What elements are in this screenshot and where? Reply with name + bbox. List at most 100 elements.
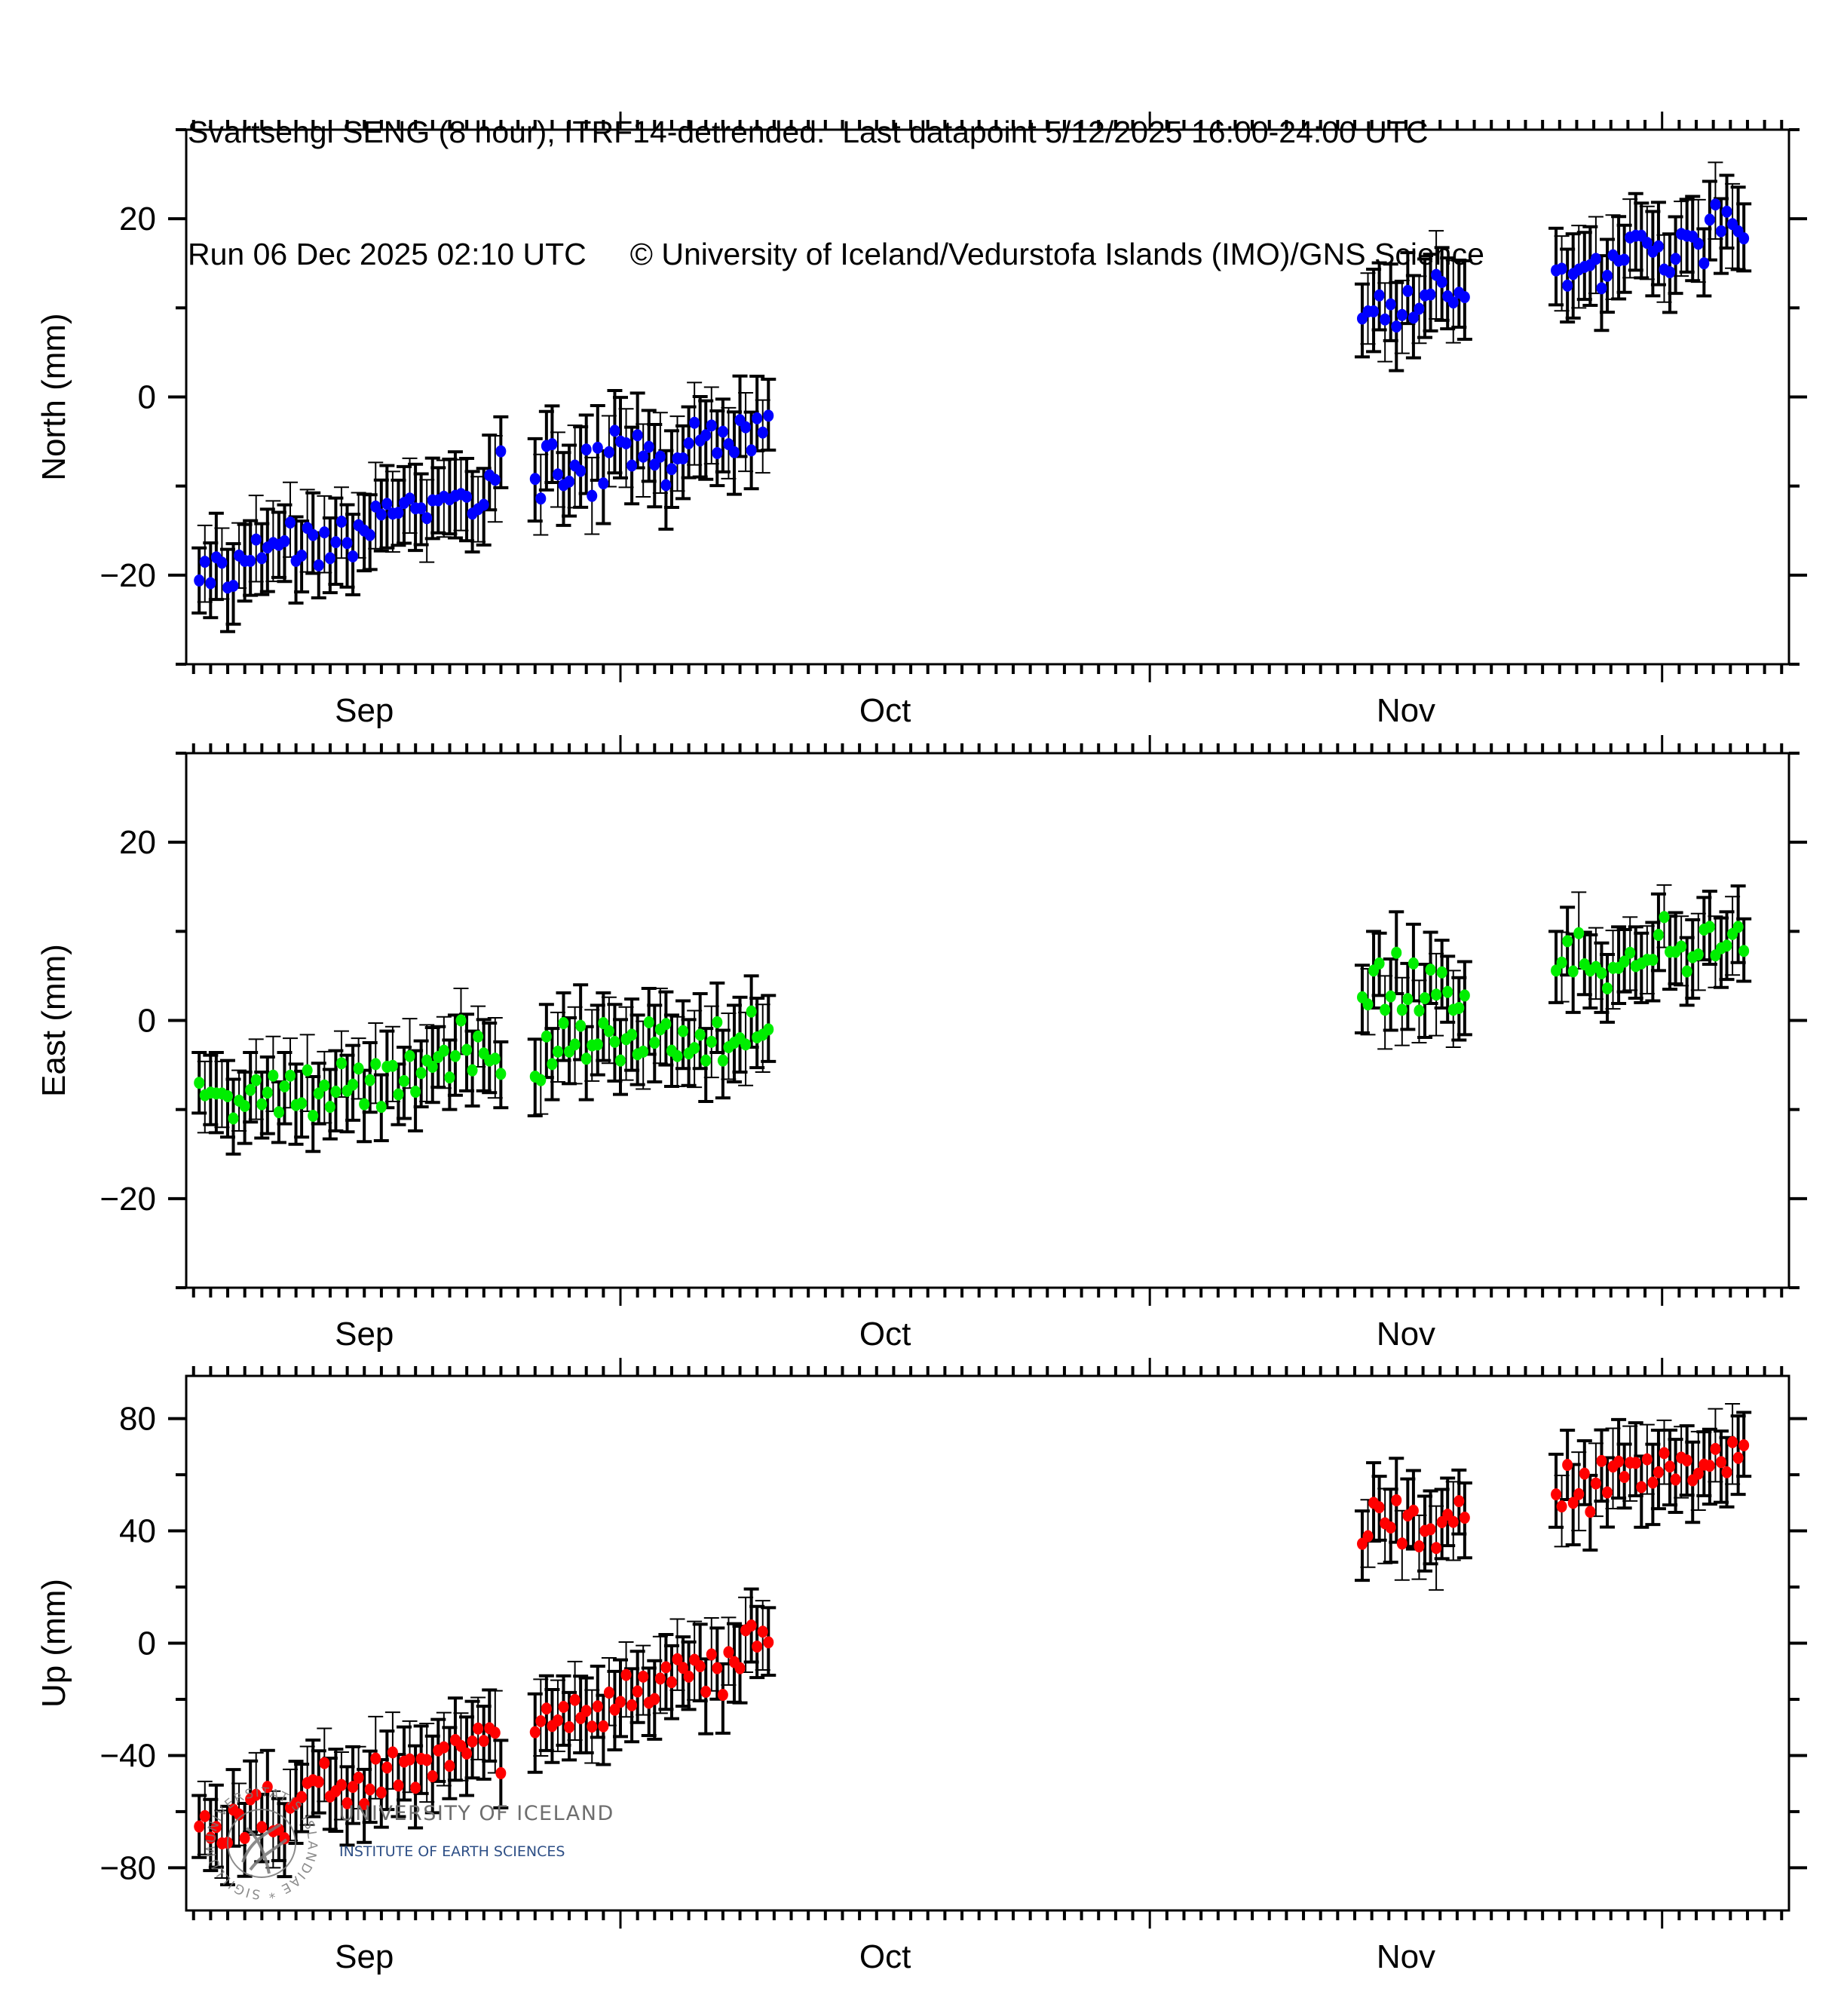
data-point [529, 473, 541, 486]
data-point [473, 1030, 484, 1043]
data-point [410, 1086, 421, 1098]
data-point [194, 574, 205, 587]
data-point [1573, 1487, 1585, 1500]
data-point [558, 1017, 569, 1030]
data-point [723, 438, 734, 451]
data-point [569, 1038, 580, 1051]
data-point [632, 429, 643, 442]
data-point [273, 1106, 284, 1119]
data-point [1374, 1501, 1385, 1514]
y-axis-label: Up (mm) [35, 1579, 72, 1708]
data-point [250, 533, 262, 546]
data-point [740, 421, 752, 434]
data-point [717, 1689, 728, 1702]
y-tick-label: −20 [100, 1181, 156, 1218]
data-point [700, 1054, 712, 1067]
data-point [302, 1064, 313, 1077]
y-tick-label: 0 [138, 1625, 156, 1662]
data-point [393, 1088, 404, 1101]
data-point [1653, 240, 1664, 253]
y-tick-label: 0 [138, 379, 156, 416]
data-point [1368, 305, 1380, 318]
data-point [580, 1705, 592, 1717]
data-point [1721, 205, 1732, 218]
month-label-oct: Oct [859, 692, 911, 729]
data-point [421, 1754, 433, 1766]
data-point [1551, 964, 1562, 977]
data-point [1653, 1466, 1664, 1478]
data-point [1408, 1504, 1419, 1517]
data-point [1459, 1512, 1470, 1524]
data-point [1704, 921, 1715, 933]
data-point [1396, 1003, 1408, 1016]
data-point [620, 1668, 632, 1681]
data-point [370, 1752, 381, 1765]
data-point [1601, 982, 1613, 994]
data-point [1551, 1488, 1562, 1501]
data-point [1385, 1521, 1396, 1534]
data-point [1362, 998, 1374, 1011]
data-point [1601, 1486, 1613, 1499]
data-point [689, 1042, 700, 1055]
data-point [694, 1028, 706, 1041]
data-point [467, 1064, 478, 1077]
data-point [1391, 320, 1402, 333]
data-point [319, 1079, 330, 1092]
data-point [1692, 948, 1704, 961]
data-point [564, 475, 575, 488]
data-point [370, 1058, 381, 1071]
data-point [569, 1693, 580, 1706]
data-point [614, 1696, 626, 1708]
data-point [342, 1797, 353, 1809]
data-point [1704, 1460, 1715, 1472]
data-point [489, 473, 501, 486]
data-point [547, 438, 558, 451]
data-point [592, 1038, 603, 1051]
data-point [262, 1086, 273, 1099]
data-point [614, 1054, 626, 1067]
data-point [564, 1720, 575, 1733]
data-point [313, 559, 324, 571]
data-point [603, 446, 614, 458]
data-point [1601, 269, 1613, 282]
data-point [285, 1069, 296, 1082]
y-tick-label: 40 [119, 1513, 156, 1550]
data-point [740, 1038, 752, 1051]
data-point [728, 446, 740, 458]
data-point [535, 492, 547, 505]
data-point [364, 1783, 375, 1796]
data-point [552, 1045, 563, 1058]
data-point [335, 1779, 347, 1791]
data-point [1670, 1473, 1681, 1486]
data-group [1354, 910, 1472, 1050]
data-point [393, 507, 404, 519]
data-point [296, 1097, 308, 1110]
data-point [348, 1781, 359, 1794]
data-point [1676, 940, 1687, 953]
data-point [1665, 1460, 1676, 1473]
data-point [1459, 989, 1470, 1002]
month-label-oct: Oct [859, 1938, 911, 1975]
data-point [348, 1078, 359, 1091]
data-point [1625, 946, 1636, 959]
data-point [1710, 1442, 1721, 1455]
data-point [222, 1837, 233, 1849]
y-tick-label: −80 [100, 1849, 156, 1886]
data-point [1681, 1454, 1692, 1467]
data-point [654, 1672, 666, 1685]
data-point [1692, 237, 1704, 250]
data-point [649, 1693, 660, 1705]
data-point [370, 500, 381, 513]
data-group [191, 415, 509, 633]
data-point [1414, 1540, 1425, 1553]
y-axis-label: North (mm) [35, 313, 72, 480]
data-point [1699, 257, 1710, 270]
data-point [1596, 1454, 1607, 1467]
data-point [1408, 311, 1419, 324]
data-group [1548, 161, 1752, 332]
y-axis-label: East (mm) [35, 944, 72, 1097]
data-point [1556, 1500, 1567, 1513]
data-point [1670, 253, 1681, 265]
data-point [1385, 990, 1396, 1003]
y-tick-label: 20 [119, 201, 156, 237]
